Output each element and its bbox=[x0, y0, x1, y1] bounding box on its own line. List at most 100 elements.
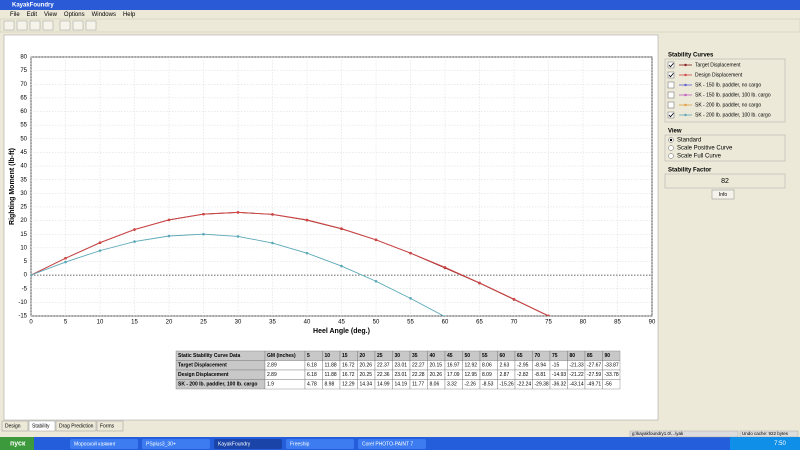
toolbar-button[interactable] bbox=[29, 20, 41, 31]
table-text: 2.89 bbox=[267, 372, 277, 378]
table-text: Design Displacement bbox=[178, 372, 229, 378]
start-button[interactable] bbox=[0, 437, 34, 450]
table-text: -2.82 bbox=[517, 372, 529, 378]
data-point bbox=[443, 265, 447, 269]
data-point bbox=[236, 211, 240, 214]
toolbar-button[interactable] bbox=[72, 20, 84, 31]
checkbox[interactable] bbox=[667, 91, 675, 99]
checkbox[interactable] bbox=[667, 101, 675, 109]
x-tick-label: 75 bbox=[545, 320, 552, 326]
status-text: g:\kayakfoundry1.0\...\yak bbox=[632, 431, 684, 436]
table-text: 22.27 bbox=[412, 363, 425, 369]
menu-item[interactable]: View bbox=[44, 12, 58, 18]
table-text: 2.87 bbox=[500, 372, 510, 378]
menu-item[interactable]: Help bbox=[123, 12, 136, 18]
info-button[interactable] bbox=[711, 189, 735, 200]
toolbar bbox=[0, 18, 800, 33]
tab[interactable] bbox=[28, 420, 56, 432]
menu-bar bbox=[0, 10, 800, 19]
toolbar-button[interactable] bbox=[3, 20, 15, 31]
table-text: -43.14 bbox=[570, 382, 584, 388]
clock: 7:50 bbox=[774, 441, 786, 447]
table-text: 6.18 bbox=[307, 372, 317, 378]
x-tick-label: 85 bbox=[614, 320, 621, 326]
task-label: Freeship bbox=[290, 441, 310, 447]
data-point bbox=[64, 256, 67, 260]
table-text: 14.19 bbox=[395, 382, 408, 388]
data-point bbox=[133, 240, 136, 243]
y-tick-label: -10 bbox=[18, 300, 27, 306]
menu-item[interactable]: File bbox=[10, 12, 20, 18]
table-text: 22.36 bbox=[377, 372, 390, 378]
radio[interactable] bbox=[668, 153, 674, 159]
table-text: -27.67 bbox=[587, 363, 601, 369]
checkbox[interactable] bbox=[667, 71, 675, 79]
table-text: -33.87 bbox=[605, 363, 619, 369]
data-point bbox=[374, 238, 378, 242]
x-tick-label: 30 bbox=[235, 320, 242, 326]
data-point bbox=[512, 297, 516, 301]
data-point bbox=[236, 235, 240, 238]
toolbar-button[interactable] bbox=[16, 20, 28, 31]
tab[interactable] bbox=[55, 420, 97, 432]
table-text: 5 bbox=[307, 353, 310, 359]
y-tick-label: 50 bbox=[20, 136, 27, 142]
table-text: Target Displacement bbox=[178, 363, 227, 369]
table-text: 12.92 bbox=[465, 363, 478, 369]
table-text: 15 bbox=[342, 353, 348, 359]
x-tick-label: 10 bbox=[97, 320, 104, 326]
x-tick-label: 60 bbox=[442, 320, 449, 326]
table-text: 75 bbox=[552, 353, 558, 359]
y-tick-label: 40 bbox=[20, 164, 27, 170]
toolbar-button[interactable] bbox=[42, 20, 54, 31]
data-point bbox=[271, 241, 274, 245]
table-text: 8.06 bbox=[482, 363, 492, 369]
check-mark bbox=[668, 63, 674, 68]
task-label: PSplus3_30+ bbox=[146, 441, 176, 447]
task-button[interactable] bbox=[286, 439, 354, 449]
radio[interactable] bbox=[668, 145, 674, 151]
tab[interactable] bbox=[1, 420, 29, 432]
x-tick-label: 80 bbox=[580, 320, 587, 326]
table-text: 16.97 bbox=[447, 363, 460, 369]
data-point bbox=[133, 228, 136, 231]
table-text: 60 bbox=[500, 353, 506, 359]
task-button[interactable] bbox=[70, 439, 138, 449]
table-text: -29.38 bbox=[535, 382, 549, 388]
checkbox[interactable] bbox=[667, 81, 675, 89]
x-tick-label: 35 bbox=[269, 320, 276, 326]
table-text: 20.26 bbox=[360, 363, 373, 369]
tab[interactable] bbox=[96, 420, 124, 432]
table-text: 50 bbox=[465, 353, 471, 359]
x-tick-label: 15 bbox=[131, 320, 138, 326]
table-text: 20.26 bbox=[430, 372, 443, 378]
toolbar-button[interactable] bbox=[85, 20, 97, 31]
menu-item[interactable]: Windows bbox=[92, 12, 116, 18]
menu-item[interactable]: Edit bbox=[27, 12, 38, 18]
task-button[interactable] bbox=[358, 439, 426, 449]
table-text: -8.94 bbox=[535, 363, 547, 369]
checkbox[interactable] bbox=[667, 111, 675, 119]
check-mark bbox=[668, 113, 674, 118]
data-point bbox=[409, 251, 412, 255]
table-text: 20 bbox=[360, 353, 366, 359]
menu-item[interactable]: Options bbox=[64, 12, 85, 18]
legend-label: Design Displacement bbox=[695, 72, 743, 78]
table-text: 20.15 bbox=[430, 363, 443, 369]
table-text: 25 bbox=[377, 353, 383, 359]
y-tick-label: 30 bbox=[20, 191, 27, 197]
table-text: 22.28 bbox=[412, 372, 425, 378]
toolbar-button[interactable] bbox=[59, 20, 71, 31]
data-point bbox=[202, 212, 205, 216]
task-button[interactable] bbox=[142, 439, 210, 449]
task-button[interactable] bbox=[214, 439, 282, 449]
checkbox[interactable] bbox=[667, 61, 675, 69]
data-point bbox=[202, 232, 205, 236]
table-text: 85 bbox=[587, 353, 593, 359]
data-point bbox=[547, 314, 550, 316]
data-point bbox=[305, 218, 309, 222]
tray bbox=[730, 437, 800, 450]
table-text: 22.37 bbox=[377, 363, 390, 369]
x-tick-label: 0 bbox=[29, 320, 33, 326]
